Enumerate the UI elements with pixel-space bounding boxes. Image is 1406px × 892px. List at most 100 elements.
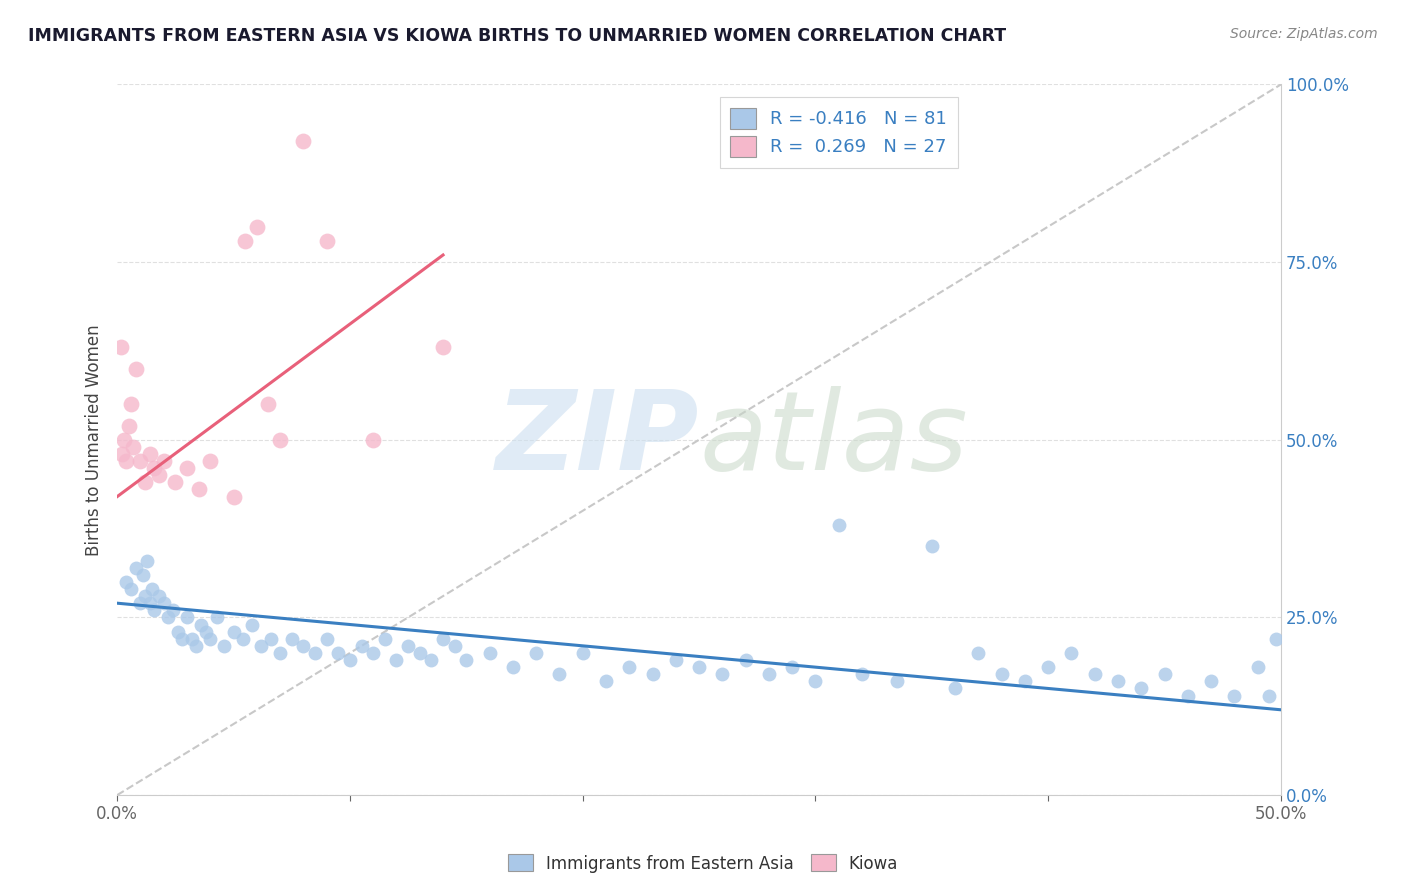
- Point: [1258, 689, 1281, 703]
- Point: [1177, 689, 1199, 703]
- Point: [134, 589, 156, 603]
- Point: [129, 596, 152, 610]
- Point: [172, 632, 194, 646]
- Point: [1223, 689, 1246, 703]
- Point: [571, 646, 593, 660]
- Point: [148, 468, 170, 483]
- Point: [385, 653, 408, 667]
- Point: [641, 667, 664, 681]
- Point: [190, 617, 212, 632]
- Point: [456, 653, 478, 667]
- Point: [257, 397, 280, 411]
- Point: [200, 454, 222, 468]
- Point: [361, 646, 384, 660]
- Point: [143, 461, 166, 475]
- Point: [232, 632, 254, 646]
- Point: [129, 454, 152, 468]
- Point: [110, 340, 132, 354]
- Legend: Immigrants from Eastern Asia, Kiowa: Immigrants from Eastern Asia, Kiowa: [501, 847, 905, 880]
- Point: [269, 646, 291, 660]
- Point: [1014, 674, 1036, 689]
- Point: [125, 361, 148, 376]
- Point: [1265, 632, 1288, 646]
- Point: [269, 433, 291, 447]
- Point: [688, 660, 710, 674]
- Point: [548, 667, 571, 681]
- Point: [125, 560, 148, 574]
- Point: [502, 660, 524, 674]
- Point: [315, 234, 337, 248]
- Point: [1130, 681, 1153, 696]
- Point: [136, 553, 159, 567]
- Point: [115, 454, 138, 468]
- Point: [152, 454, 174, 468]
- Point: [1153, 667, 1175, 681]
- Point: [409, 646, 432, 660]
- Legend: R = -0.416   N = 81, R =  0.269   N = 27: R = -0.416 N = 81, R = 0.269 N = 27: [720, 97, 957, 168]
- Point: [420, 653, 443, 667]
- Text: Source: ZipAtlas.com: Source: ZipAtlas.com: [1230, 27, 1378, 41]
- Point: [1060, 646, 1083, 660]
- Point: [292, 134, 315, 148]
- Point: [478, 646, 501, 660]
- Point: [886, 674, 908, 689]
- Point: [396, 639, 419, 653]
- Point: [132, 567, 155, 582]
- Point: [139, 596, 162, 610]
- Point: [851, 667, 873, 681]
- Point: [166, 624, 188, 639]
- Text: ZIP: ZIP: [495, 386, 699, 493]
- Point: [315, 632, 337, 646]
- Point: [328, 646, 350, 660]
- Point: [186, 639, 208, 653]
- Point: [1038, 660, 1060, 674]
- Point: [250, 639, 273, 653]
- Point: [361, 433, 384, 447]
- Point: [176, 461, 198, 475]
- Point: [122, 440, 145, 454]
- Point: [112, 433, 135, 447]
- Point: [118, 418, 141, 433]
- Point: [212, 639, 235, 653]
- Point: [207, 610, 229, 624]
- Point: [921, 539, 943, 553]
- Point: [432, 632, 454, 646]
- Point: [304, 646, 326, 660]
- Point: [194, 624, 217, 639]
- Point: [1084, 667, 1107, 681]
- Text: IMMIGRANTS FROM EASTERN ASIA VS KIOWA BIRTHS TO UNMARRIED WOMEN CORRELATION CHAR: IMMIGRANTS FROM EASTERN ASIA VS KIOWA BI…: [28, 27, 1007, 45]
- Point: [1199, 674, 1222, 689]
- Point: [1107, 674, 1129, 689]
- Point: [443, 639, 465, 653]
- Point: [281, 632, 304, 646]
- Point: [115, 574, 138, 589]
- Point: [141, 582, 163, 596]
- Point: [134, 475, 156, 490]
- Point: [246, 219, 269, 234]
- Point: [120, 397, 142, 411]
- Point: [524, 646, 547, 660]
- Point: [200, 632, 222, 646]
- Point: [665, 653, 688, 667]
- Point: [292, 639, 315, 653]
- Point: [1247, 660, 1270, 674]
- Point: [222, 490, 245, 504]
- Point: [595, 674, 617, 689]
- Point: [339, 653, 361, 667]
- Point: [120, 582, 142, 596]
- Point: [157, 610, 180, 624]
- Point: [350, 639, 373, 653]
- Point: [758, 667, 780, 681]
- Point: [111, 447, 134, 461]
- Point: [828, 518, 851, 533]
- Point: [162, 603, 184, 617]
- Point: [240, 617, 263, 632]
- Point: [943, 681, 966, 696]
- Point: [780, 660, 803, 674]
- Point: [180, 632, 202, 646]
- Y-axis label: Births to Unmarried Women: Births to Unmarried Women: [86, 324, 103, 556]
- Point: [187, 483, 209, 497]
- Point: [374, 632, 396, 646]
- Point: [967, 646, 990, 660]
- Point: [148, 589, 170, 603]
